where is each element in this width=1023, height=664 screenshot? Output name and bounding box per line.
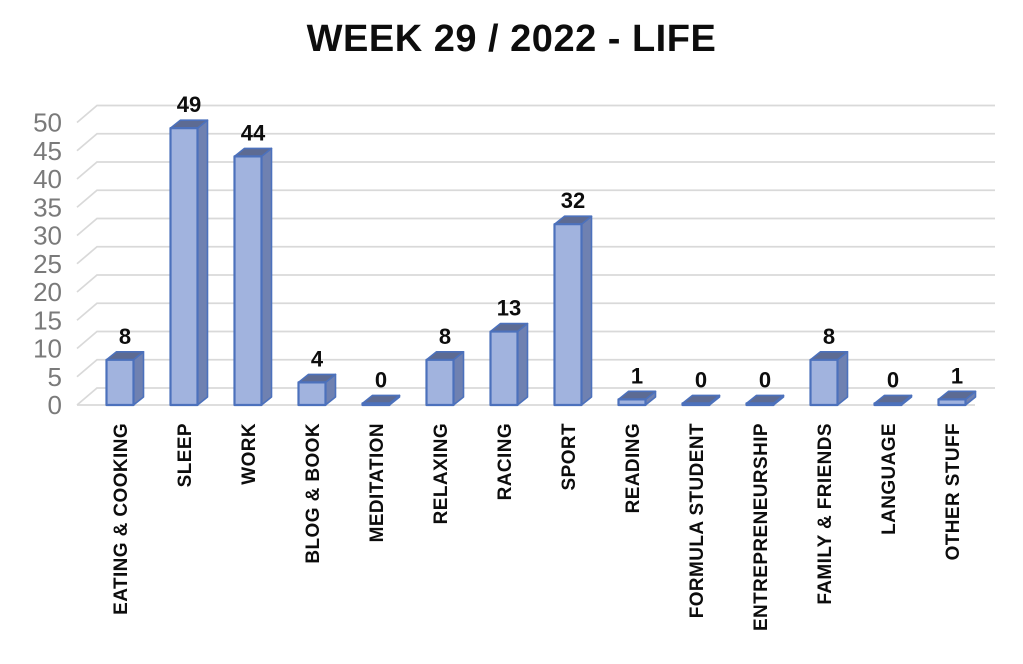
gridline-10 [76,330,995,350]
gridline-35 [76,189,995,208]
chart-title: WEEK 29 / 2022 - LIFE [306,18,717,60]
gridline-40 [76,161,995,180]
bar-family-friends [809,350,849,407]
gridline-20 [76,274,995,293]
value-label-sleep: 49 [177,92,201,117]
bar-side-face [836,350,849,406]
value-label-formula-student: 0 [695,367,707,392]
value-label-eating-cooking: 8 [119,324,131,349]
category-label-sport: SPORT [559,423,580,490]
value-label-other-stuff: 1 [951,363,963,388]
bar-other-stuff [937,390,977,407]
value-label-meditation: 0 [375,367,387,392]
bar-front-face [233,155,263,407]
value-label-work: 44 [241,120,266,145]
category-label-language: LANGUAGE [879,423,900,535]
bar-racing [489,322,529,407]
bar-front-face [425,358,455,407]
category-label-work: WORK [239,423,260,485]
value-label-reading: 1 [631,363,643,388]
gridline-45 [76,132,995,152]
y-tick-label-10: 10 [33,334,62,364]
y-tick-label-0: 0 [48,390,62,420]
y-tick-label-40: 40 [33,164,62,194]
bar-side-face [452,350,465,406]
y-tick-label-20: 20 [33,277,62,307]
value-label-sport: 32 [561,188,585,213]
bar-front-face [553,223,583,407]
bar-entrepreneurship [745,394,785,407]
category-label-eating-cooking: EATING & COOKING [111,423,132,615]
value-label-blog-book: 4 [311,346,324,371]
bar-work [233,147,273,407]
gridline-0 [76,387,995,406]
bar-front-face [617,398,647,407]
gridline-30 [76,217,995,237]
category-label-blog-book: BLOG & BOOK [303,423,324,564]
gridline-25 [76,245,995,265]
category-label-other-stuff: OTHER STUFF [943,423,964,560]
bar-front-face [873,402,903,407]
bar-side-face [132,350,145,406]
y-tick-label-5: 5 [48,362,62,392]
category-label-meditation: MEDITATION [367,423,388,542]
gridline-15 [76,302,995,321]
bar-side-face [580,215,593,406]
bar-side-face [260,147,273,406]
category-label-family-friends: FAMILY & FRIENDS [815,423,836,605]
gridline-50 [76,104,995,124]
bar-front-face [937,398,967,407]
value-label-relaxing: 8 [439,324,451,349]
bar-formula-student [681,394,721,407]
bar-eating-cooking [105,350,145,407]
category-label-racing: RACING [495,423,516,500]
category-label-relaxing: RELAXING [431,423,452,524]
bar-sleep [169,119,209,407]
bar-meditation [361,394,401,407]
bar-front-face [681,402,711,407]
y-tick-label-45: 45 [33,136,62,166]
bar-front-face [169,127,199,407]
category-label-reading: READING [623,423,644,513]
category-label-formula-student: FORMULA STUDENT [687,423,708,618]
bar-front-face [361,402,391,407]
bar-front-face [489,330,519,407]
y-tick-label-35: 35 [33,192,62,222]
y-tick-label-50: 50 [33,108,62,138]
bar-blog-book [297,373,337,407]
category-label-sleep: SLEEP [175,423,196,487]
category-label-entrepreneurship: ENTREPRENEURSHIP [751,423,772,631]
y-tick-label-15: 15 [33,305,62,335]
value-label-entrepreneurship: 0 [759,367,771,392]
bar-sport [553,215,593,407]
bar-front-face [105,358,135,407]
bar-language [873,394,913,407]
value-label-racing: 13 [497,296,521,321]
bar-front-face [297,381,327,407]
gridline-5 [76,358,995,378]
bar-front-face [809,358,839,407]
bar-reading [617,390,657,407]
bar-front-face [745,402,775,407]
bar-side-face [196,119,209,406]
y-tick-label-30: 30 [33,221,62,251]
y-tick-label-25: 25 [33,249,62,279]
bar-side-face [516,322,529,406]
bar-relaxing [425,350,465,407]
value-label-family-friends: 8 [823,324,835,349]
value-label-language: 0 [887,367,899,392]
